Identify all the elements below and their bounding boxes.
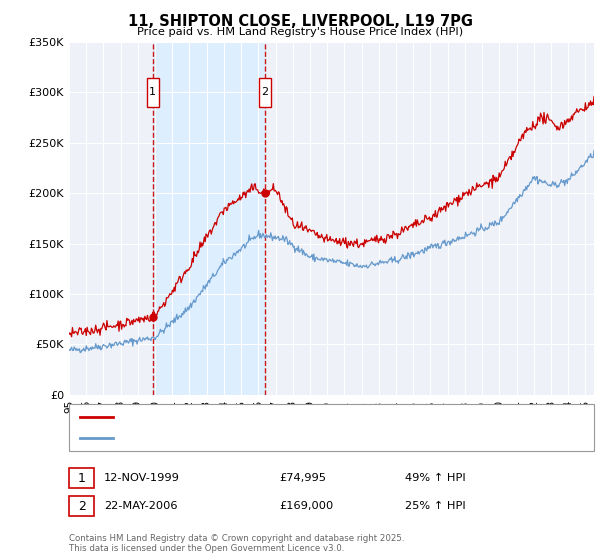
Bar <box>147 78 159 106</box>
Text: 12-NOV-1999: 12-NOV-1999 <box>104 473 179 483</box>
Text: £169,000: £169,000 <box>279 501 333 511</box>
Text: Price paid vs. HM Land Registry's House Price Index (HPI): Price paid vs. HM Land Registry's House … <box>137 27 463 37</box>
Text: 11, SHIPTON CLOSE, LIVERPOOL, L19 7PG (semi-detached house): 11, SHIPTON CLOSE, LIVERPOOL, L19 7PG (s… <box>119 412 460 422</box>
Text: 49% ↑ HPI: 49% ↑ HPI <box>405 473 466 483</box>
Text: Contains HM Land Registry data © Crown copyright and database right 2025.
This d: Contains HM Land Registry data © Crown c… <box>69 534 404 553</box>
Text: 1: 1 <box>149 87 157 97</box>
Text: 25% ↑ HPI: 25% ↑ HPI <box>405 501 466 511</box>
Text: 2: 2 <box>77 500 86 513</box>
Text: 1: 1 <box>77 472 86 485</box>
Text: 22-MAY-2006: 22-MAY-2006 <box>104 501 178 511</box>
Bar <box>153 42 265 395</box>
Text: £74,995: £74,995 <box>279 473 326 483</box>
Text: HPI: Average price, semi-detached house, Liverpool: HPI: Average price, semi-detached house,… <box>119 433 388 443</box>
Bar <box>259 78 271 106</box>
Text: 11, SHIPTON CLOSE, LIVERPOOL, L19 7PG: 11, SHIPTON CLOSE, LIVERPOOL, L19 7PG <box>128 14 473 29</box>
Text: 2: 2 <box>262 87 268 97</box>
